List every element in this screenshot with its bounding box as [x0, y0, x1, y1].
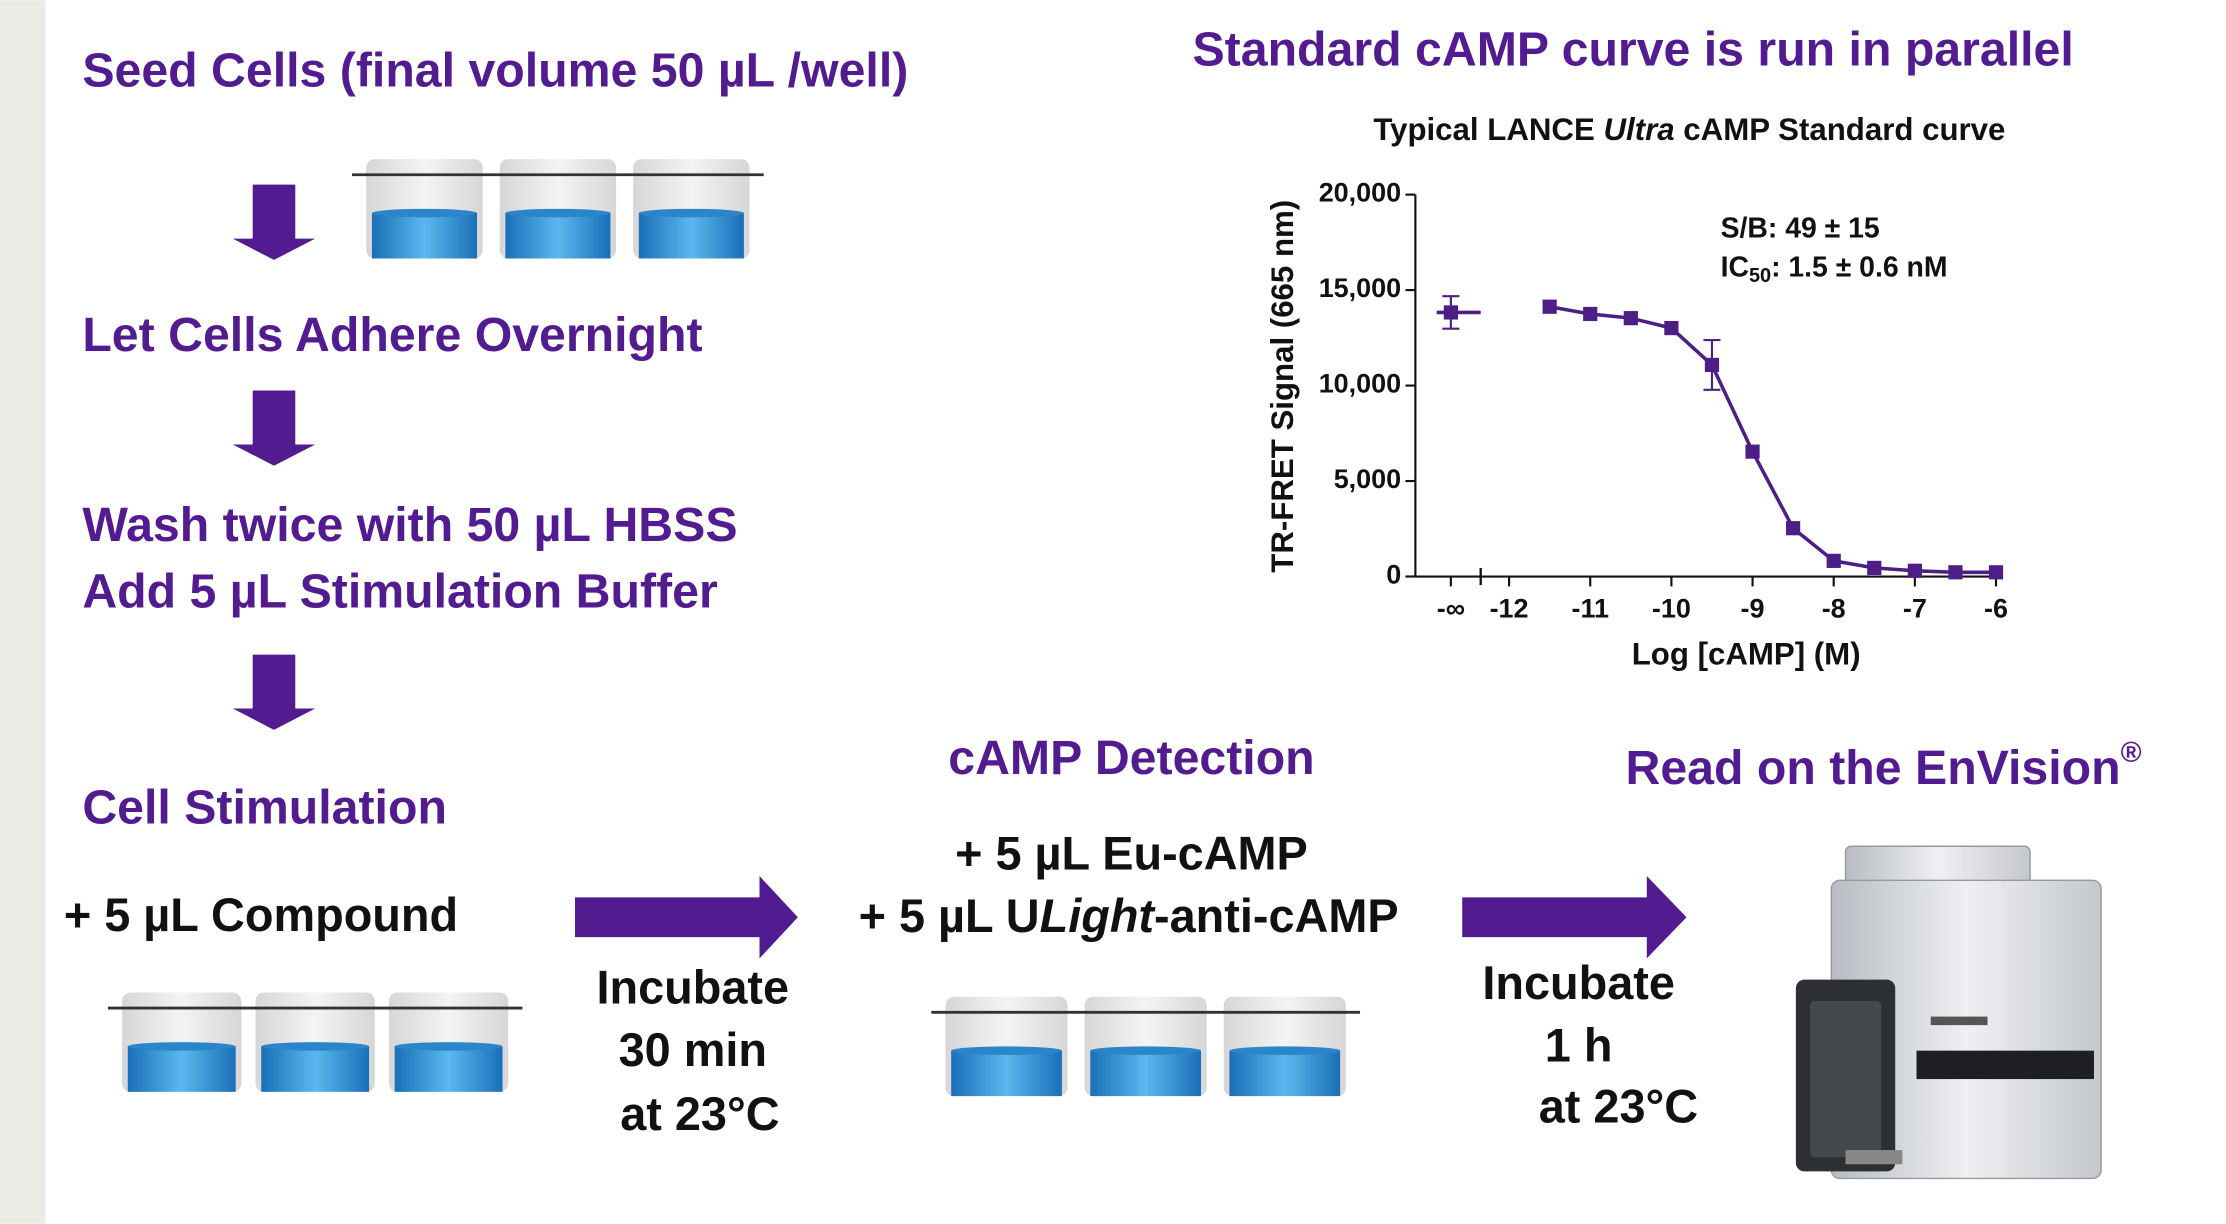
title-part: cAMP Standard curve — [1675, 112, 2006, 147]
title-part: Ultra — [1603, 112, 1674, 147]
well-liquid — [1090, 1050, 1202, 1097]
point — [1542, 299, 1557, 314]
well-liquid-top — [505, 208, 611, 218]
step: Wash twice with 50 µL HBSS — [82, 498, 737, 552]
annotation-part: IC — [1721, 251, 1749, 283]
well-liquid — [505, 213, 611, 259]
x-tick-label: -∞ — [1437, 594, 1465, 624]
incubation: Incubate — [597, 961, 790, 1013]
well-liquid — [394, 1046, 503, 1092]
well-liquid — [951, 1050, 1062, 1097]
annotation: S/B: 49 ± 15 — [1721, 213, 1880, 245]
annotation-sub: 50 — [1749, 265, 1771, 287]
annotation: IC50: 1.5 ± 0.6 nM — [1721, 251, 1948, 287]
point — [1988, 565, 2004, 580]
point — [1623, 311, 1638, 326]
step: Seed Cells (final volume 50 µL /well) — [82, 44, 908, 98]
point — [1786, 521, 1801, 536]
x-tick-label: -9 — [1741, 594, 1765, 624]
well-liquid — [638, 213, 744, 259]
annotation-part: : 1.5 ± 0.6 nM — [1771, 251, 1947, 283]
x-tick-label: -6 — [1984, 594, 2008, 624]
well-liquid-top — [394, 1042, 503, 1051]
well-liquid-top — [638, 208, 744, 218]
point — [1704, 357, 1720, 373]
fit-line — [1549, 304, 1997, 575]
x-tick-label: -12 — [1490, 594, 1529, 624]
x-tick-label: -7 — [1903, 594, 1927, 624]
x-tick-label: -11 — [1571, 594, 1608, 624]
well-liquid-top — [1229, 1046, 1341, 1055]
step: Add 5 µL Stimulation Buffer — [82, 565, 718, 619]
envision-instrument — [1795, 845, 2102, 1180]
y-tick-label: 20,000 — [1319, 178, 1402, 208]
incubation: at 23°C — [620, 1088, 779, 1140]
read-title: Read on the EnVision® — [1625, 736, 2141, 794]
detection-title: cAMP Detection — [948, 731, 1314, 785]
incubation: 1 h — [1545, 1020, 1613, 1072]
well-liquid-top — [371, 208, 477, 218]
point — [1867, 560, 1882, 576]
y-tick-label: 0 — [1386, 560, 1401, 590]
reagent: + 5 µL ULight-anti-cAMP — [859, 890, 1399, 942]
y-tick-label: 10,000 — [1319, 369, 1402, 399]
point — [1583, 306, 1598, 322]
incubation: 30 min — [619, 1024, 767, 1076]
x-axis-label: Log [cAMP] (M) — [1632, 636, 1861, 671]
well-liquid-top — [127, 1042, 236, 1051]
y-tick-label: 5,000 — [1334, 464, 1402, 494]
title-part: Typical LANCE — [1373, 112, 1603, 147]
arrows — [232, 184, 1687, 959]
y-axis-label: TR-FRET Signal (665 nm) — [1265, 200, 1300, 573]
y-tick-label: 15,000 — [1319, 273, 1402, 303]
well-liquid — [127, 1046, 236, 1092]
point — [1826, 553, 1841, 568]
point — [1948, 565, 1963, 580]
step: Let Cells Adhere Overnight — [82, 308, 702, 362]
point — [1664, 320, 1679, 336]
reagent: + 5 µL Compound — [64, 889, 458, 941]
incubation: at 23°C — [1539, 1081, 1698, 1133]
incubation: Incubate — [1482, 957, 1675, 1009]
chart-title: Typical LANCE Ultra cAMP Standard curve — [1373, 112, 2005, 147]
point — [1907, 563, 1922, 578]
well-liquid — [261, 1046, 370, 1092]
well-liquid — [1229, 1050, 1341, 1097]
side-strip — [0, 0, 46, 1224]
point — [1745, 444, 1760, 459]
x-tick-label: -10 — [1652, 594, 1691, 624]
step: Cell Stimulation — [82, 781, 447, 835]
well-liquid-top — [1090, 1046, 1202, 1055]
well-liquid-top — [951, 1046, 1062, 1055]
well-liquid — [371, 213, 477, 259]
well-liquid-top — [261, 1042, 370, 1051]
point — [1443, 305, 1458, 320]
x-tick-label: -8 — [1822, 594, 1846, 624]
reagent: + 5 µL Eu-cAMP — [955, 828, 1308, 880]
curve-heading: Standard cAMP curve is run in parallel — [1193, 22, 2074, 76]
